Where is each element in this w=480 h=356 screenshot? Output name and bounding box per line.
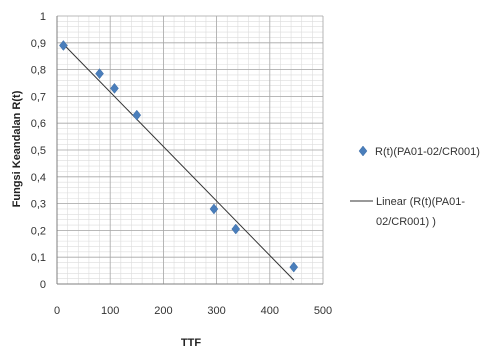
x-tick-label: 400 [261, 305, 279, 317]
legend-trendline-label-line2: 02/CR001) ) [376, 216, 436, 228]
x-tick-label: 0 [54, 305, 60, 317]
x-tick-label: 100 [101, 305, 119, 317]
data-point [95, 68, 104, 80]
y-tick-label: 0,3 [31, 199, 46, 211]
x-tick-labels: 0 100 200 300 400 500 [54, 305, 332, 317]
legend-trendline-label-line1: Linear (R(t)(PA01- [376, 196, 465, 208]
x-tick-label: 200 [154, 305, 172, 317]
y-axis-title: Fungsi Keandalan R(t) [11, 90, 23, 207]
axes [56, 16, 323, 285]
legend: R(t)(PA01-02/CR001) Linear (R(t)(PA01- 0… [350, 145, 480, 228]
y-tick-label: 0,7 [31, 91, 46, 103]
data-point [132, 109, 142, 121]
y-tick-label: 1 [40, 11, 46, 23]
y-tick-label: 0,9 [31, 38, 46, 50]
legend-series-label: R(t)(PA01-02/CR001) [375, 146, 480, 158]
y-tick-label: 0,5 [31, 145, 46, 157]
data-point [110, 82, 119, 94]
trendline [63, 43, 295, 281]
data-point [59, 40, 68, 51]
y-tick-label: 0,1 [31, 252, 46, 264]
y-tick-label: 0,4 [31, 172, 46, 184]
data-points [59, 40, 299, 273]
y-tick-labels: 0 0,1 0,2 0,3 0,4 0,5 0,6 0,7 0,8 0,9 1 [31, 11, 46, 291]
data-point [231, 223, 241, 235]
y-tick-label: 0 [40, 279, 46, 291]
x-axis-title: TTF [181, 337, 201, 349]
linear-trendline [63, 43, 295, 281]
data-point [289, 261, 299, 273]
x-tick-label: 500 [314, 305, 332, 317]
data-point [209, 203, 219, 215]
y-tick-label: 0,8 [31, 65, 46, 77]
y-tick-label: 0,2 [31, 225, 46, 237]
major-grid [56, 15, 324, 285]
y-tick-label: 0,6 [31, 118, 46, 130]
x-tick-label: 300 [207, 305, 225, 317]
legend-diamond-marker [358, 145, 368, 157]
